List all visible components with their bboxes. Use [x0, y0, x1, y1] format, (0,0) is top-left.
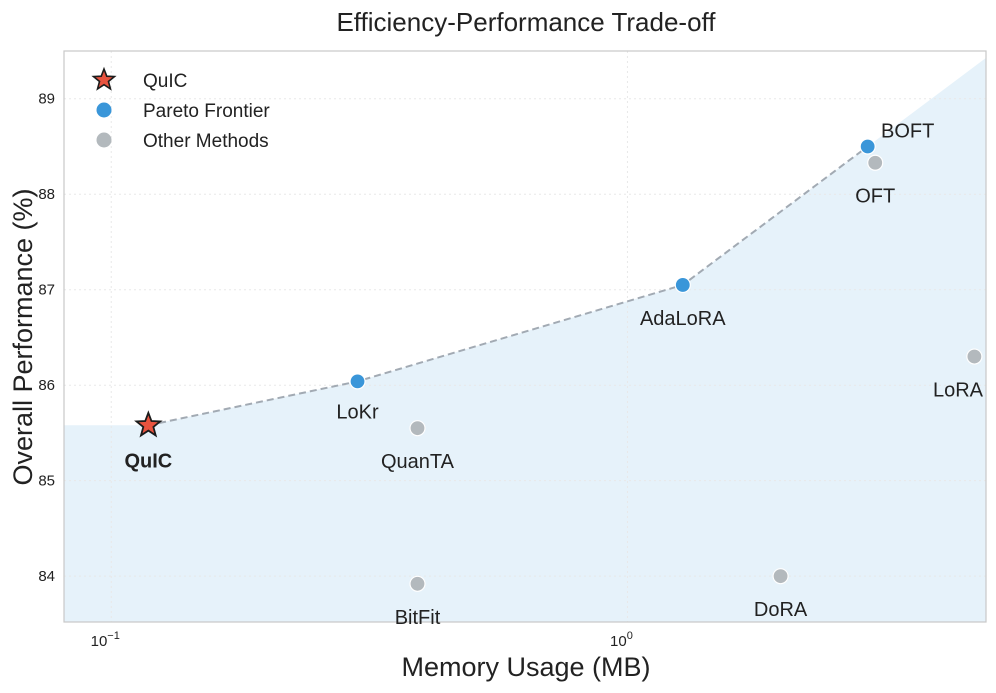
point-label-lora: LoRA	[933, 380, 984, 402]
point-label-dora: DoRA	[754, 599, 808, 621]
point-label-boft: BOFT	[881, 120, 934, 142]
y-tick-label: 88	[38, 186, 55, 203]
point-oft	[867, 154, 884, 171]
point-boft	[859, 138, 876, 155]
legend-label: Other Methods	[143, 131, 269, 152]
legend-marker-star	[91, 66, 117, 91]
y-tick-label: 86	[38, 377, 55, 394]
point-label-lokr: LoKr	[336, 401, 379, 423]
point-lora	[966, 348, 983, 365]
y-axis-label: Overall Performance (%)	[8, 188, 38, 485]
point-quanta	[409, 420, 426, 437]
legend-marker-circle	[96, 102, 112, 118]
point-lokr	[349, 373, 366, 390]
point-bitfit	[409, 575, 426, 592]
point-label-adalora: AdaLoRA	[640, 308, 726, 330]
point-dora	[772, 568, 789, 585]
x-tick-exponent: −1	[107, 630, 120, 642]
x-axis-label: Memory Usage (MB)	[401, 652, 650, 682]
y-tick-label: 84	[38, 568, 55, 585]
legend-label: QuIC	[143, 71, 187, 92]
legend: QuIC Pareto Frontier Other Methods	[91, 66, 270, 152]
x-tick-exponent: 0	[627, 630, 633, 642]
point-label-quic: QuIC	[124, 450, 172, 472]
point-label-oft: OFT	[855, 186, 895, 208]
chart-title: Efficiency-Performance Trade-off	[336, 7, 716, 37]
y-tick-label: 85	[38, 473, 55, 490]
legend-label: Pareto Frontier	[143, 101, 270, 122]
point-label-bitfit: BitFit	[395, 607, 441, 629]
y-tick-label: 89	[38, 91, 55, 108]
y-tick-label: 87	[38, 282, 55, 299]
plot-frame	[63, 50, 987, 623]
point-quic	[134, 410, 163, 438]
point-adalora	[674, 276, 691, 294]
point-label-quanta: QuanTA	[381, 451, 455, 473]
legend-marker-circle	[96, 132, 112, 148]
